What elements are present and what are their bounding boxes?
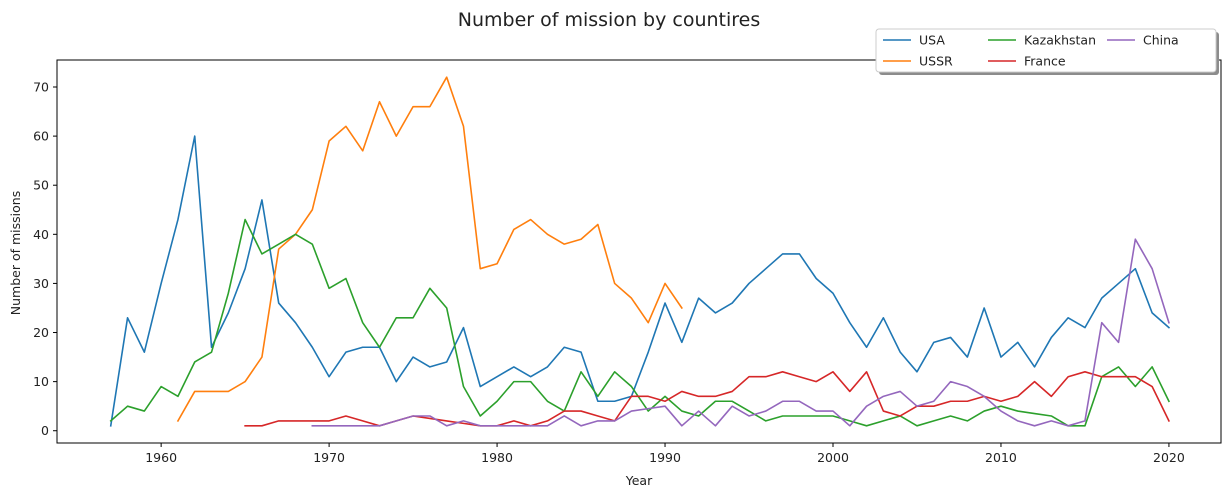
- x-tick-label: 1990: [649, 450, 681, 465]
- y-tick-label: 30: [33, 276, 49, 291]
- x-tick-label: 1980: [481, 450, 513, 465]
- legend-label-france: France: [1024, 54, 1066, 69]
- series-line-kazakhstan: [109, 218, 1171, 427]
- y-tick-label: 0: [41, 423, 49, 438]
- chart-title: Number of mission by countires: [458, 9, 761, 31]
- x-tick-label: 2010: [985, 450, 1017, 465]
- legend-label-usa: USA: [919, 33, 945, 48]
- legend-label-ussr: USSR: [919, 54, 953, 69]
- x-tick-label: 2020: [1153, 450, 1185, 465]
- legend: USA USSR Kazakhstan France China: [875, 28, 1219, 75]
- x-axis-title: Year: [625, 473, 653, 488]
- series-line-ussr: [176, 76, 683, 422]
- y-tick-label: 20: [33, 325, 49, 340]
- plot-frame: [56, 59, 1222, 444]
- legend-label-kazakhstan: Kazakhstan: [1024, 33, 1096, 48]
- y-tick-label: 60: [33, 129, 49, 144]
- y-tick-label: 70: [33, 80, 49, 95]
- y-tick-label: 40: [33, 227, 49, 242]
- x-tick-label: 1970: [313, 450, 345, 465]
- series-layer: [109, 76, 1171, 427]
- y-tick-label: 50: [33, 178, 49, 193]
- series-line-usa: [109, 135, 1171, 427]
- x-tick-label: 2000: [817, 450, 849, 465]
- legend-label-china: China: [1143, 33, 1179, 48]
- x-tick-label: 1960: [145, 450, 177, 465]
- series-line-china: [311, 238, 1170, 427]
- y-axis-title: Number of missions: [8, 191, 23, 315]
- axes-layer: 1960 1970 1980 1990 2000 2010 2020 0 10 20 30 40 50 6…: [33, 59, 1222, 465]
- y-tick-label: 10: [33, 374, 49, 389]
